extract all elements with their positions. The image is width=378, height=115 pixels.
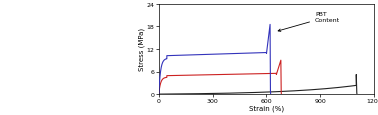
- Y-axis label: Stress (MPa): Stress (MPa): [139, 28, 145, 71]
- X-axis label: Strain (%): Strain (%): [249, 105, 284, 111]
- Text: PBT
Content: PBT Content: [278, 12, 340, 32]
